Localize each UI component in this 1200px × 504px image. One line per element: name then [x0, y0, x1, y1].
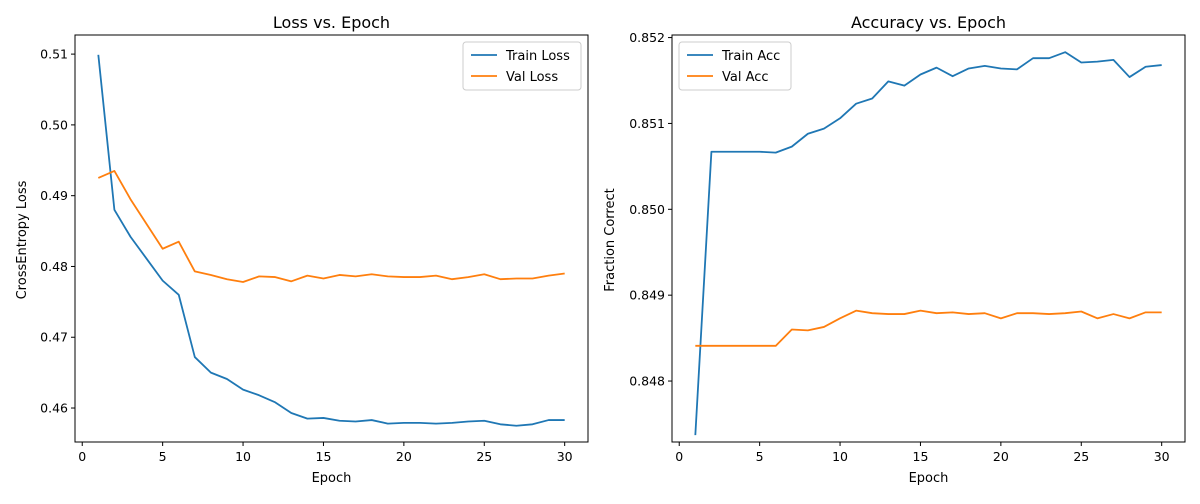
loss-chart-xtick-label: 10: [235, 449, 251, 464]
accuracy-chart-xtick-label: 5: [756, 449, 764, 464]
legend-label-train-loss: Train Loss: [505, 49, 570, 64]
accuracy-chart-ytick-label: 0.850: [629, 202, 665, 217]
loss-chart-ytick-label: 0.48: [40, 259, 68, 274]
loss-chart-axes-frame: [74, 34, 589, 443]
legend-label-val-acc: Val Acc: [722, 70, 769, 85]
loss-chart-ytick-label: 0.46: [40, 401, 68, 416]
loss-chart-legend: Train Loss Val Loss: [462, 41, 582, 91]
loss-chart-xtick-label: 20: [396, 449, 412, 464]
accuracy-chart-ytick-label: 0.848: [629, 374, 665, 389]
loss-chart-plot-area: 0 5 10 15 20 25 30 0.46 0.47 0.48 0.49 0.50 0.51: [40, 34, 589, 464]
legend-label-val-loss: Val Loss: [506, 70, 558, 85]
accuracy-chart-series-val-line: [695, 309, 1162, 347]
accuracy-chart-series-train-line: [694, 51, 1162, 436]
accuracy-chart-xtick-label: 20: [993, 449, 1009, 464]
accuracy-chart-axes-frame: [671, 34, 1186, 443]
accuracy-chart-xlabel: Epoch: [909, 471, 949, 486]
legend-label-train-acc: Train Acc: [721, 49, 780, 64]
accuracy-chart-xtick-label: 30: [1154, 449, 1170, 464]
accuracy-chart-ytick-label: 0.849: [629, 288, 665, 303]
accuracy-chart-legend: Train Acc Val Acc: [678, 41, 792, 91]
loss-chart-ytick-label: 0.51: [40, 47, 68, 62]
loss-chart-xtick-label: 15: [316, 449, 332, 464]
loss-chart-ytick-label: 0.49: [40, 188, 68, 203]
accuracy-chart-title: Accuracy vs. Epoch: [851, 13, 1006, 32]
loss-chart-ytick-label: 0.47: [40, 330, 68, 345]
loss-chart-ytick-label: 0.50: [40, 117, 68, 132]
loss-chart-xtick-label: 0: [78, 449, 86, 464]
accuracy-chart-plot-area: 0 5 10 15 20 25 30 0.848 0.849 0.850 0.851 0.852: [629, 30, 1186, 464]
accuracy-chart-xtick-label: 15: [913, 449, 929, 464]
loss-chart-series-val-line: [97, 169, 565, 283]
loss-chart-title: Loss vs. Epoch: [273, 13, 390, 32]
loss-chart-xtick-label: 30: [557, 449, 573, 464]
accuracy-chart-xtick-label: 25: [1073, 449, 1089, 464]
loss-chart-ylabel: CrossEntropy Loss: [15, 180, 30, 299]
accuracy-chart-xtick-label: 0: [675, 449, 683, 464]
legend-frame: [678, 41, 792, 91]
loss-chart-xtick-label: 5: [159, 449, 167, 464]
accuracy-chart-xtick-label: 10: [832, 449, 848, 464]
loss-chart: Loss vs. Epoch Epoch CrossEntropy Loss 0…: [15, 13, 589, 486]
loss-chart-xlabel: Epoch: [312, 471, 352, 486]
accuracy-chart-ytick-label: 0.852: [629, 30, 665, 45]
legend-frame: [462, 41, 582, 91]
loss-chart-xtick-label: 25: [476, 449, 492, 464]
accuracy-chart-ylabel: Fraction Correct: [603, 188, 618, 291]
loss-chart-series-train-line: [97, 54, 565, 427]
accuracy-chart-ytick-label: 0.851: [629, 116, 665, 131]
accuracy-chart: Accuracy vs. Epoch Epoch Fraction Correc…: [603, 13, 1186, 486]
